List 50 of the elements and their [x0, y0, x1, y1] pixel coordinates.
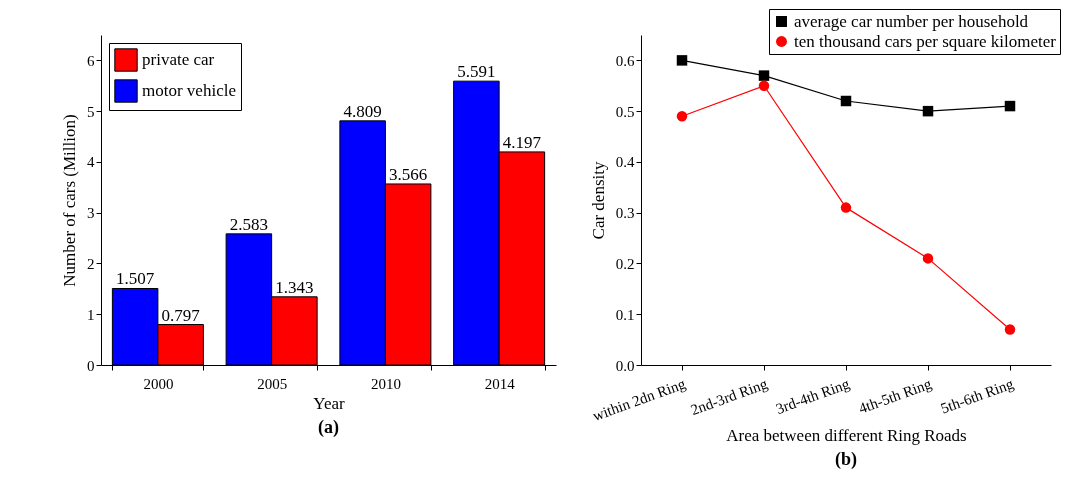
data-label: 5.591: [457, 62, 496, 82]
x-tick-label: 2000: [143, 375, 174, 392]
data-label: 4.809: [343, 101, 382, 121]
point: [1004, 100, 1016, 112]
x-tick-label: 2010: [370, 375, 401, 392]
x-tick-label: 4th-5th Ring: [856, 375, 935, 417]
legend-label: private car: [142, 50, 215, 69]
legend-label: motor vehicle: [142, 81, 236, 100]
y-tick-label: 0.0: [615, 357, 635, 374]
y-axis-title: Car density: [588, 161, 608, 240]
x-axis-title: Area between different Ring Roads: [726, 425, 967, 445]
y-tick-label: 5: [87, 103, 95, 120]
y-tick-label: 2: [87, 255, 95, 272]
point: [922, 253, 934, 264]
y-tick-label: 0.1: [615, 306, 635, 323]
point: [758, 80, 770, 91]
y-tick-label: 0.4: [615, 154, 635, 171]
y-tick-label: 0.3: [615, 205, 635, 222]
data-label: 0.797: [161, 305, 201, 325]
data-label: 1.507: [116, 269, 155, 289]
y-tick-label: 0.5: [615, 103, 635, 120]
x-tick-label: 5th-6th Ring: [938, 375, 1017, 417]
y-axis-title: Number of cars (Million): [60, 114, 79, 287]
point: [840, 202, 852, 213]
y-tick-label: 0: [87, 357, 95, 374]
text: (a): [318, 417, 339, 438]
y-tick-label: 6: [87, 52, 95, 69]
y-tick-label: 1: [87, 306, 95, 323]
y-tick-label: 3: [87, 205, 95, 222]
x-tick-label: within 2dn Ring: [590, 375, 689, 424]
point: [840, 95, 852, 107]
point: [676, 55, 688, 66]
data-label: 4.197: [502, 132, 542, 152]
data-label: 2.583: [229, 214, 268, 234]
point: [922, 105, 934, 117]
data-label: 1.343: [275, 277, 314, 297]
x-tick-label: 3rd-4th Ring: [773, 375, 853, 417]
point: [758, 70, 770, 81]
legend-label: ten thousand cars per square kilometer: [794, 31, 1057, 51]
y-tick-label: 4: [87, 154, 95, 171]
x-axis-title: Year: [313, 393, 345, 413]
point: [1004, 324, 1016, 335]
data-label: 3.566: [389, 164, 428, 184]
y-tick-label: 0.6: [615, 52, 635, 69]
x-tick-label: 2005: [257, 375, 288, 392]
y-tick-label: 0.2: [615, 255, 635, 272]
legend-label: average car number per household: [794, 11, 1029, 31]
x-tick-label: 2014: [484, 375, 516, 392]
text: (b): [835, 449, 857, 471]
point: [676, 111, 688, 122]
